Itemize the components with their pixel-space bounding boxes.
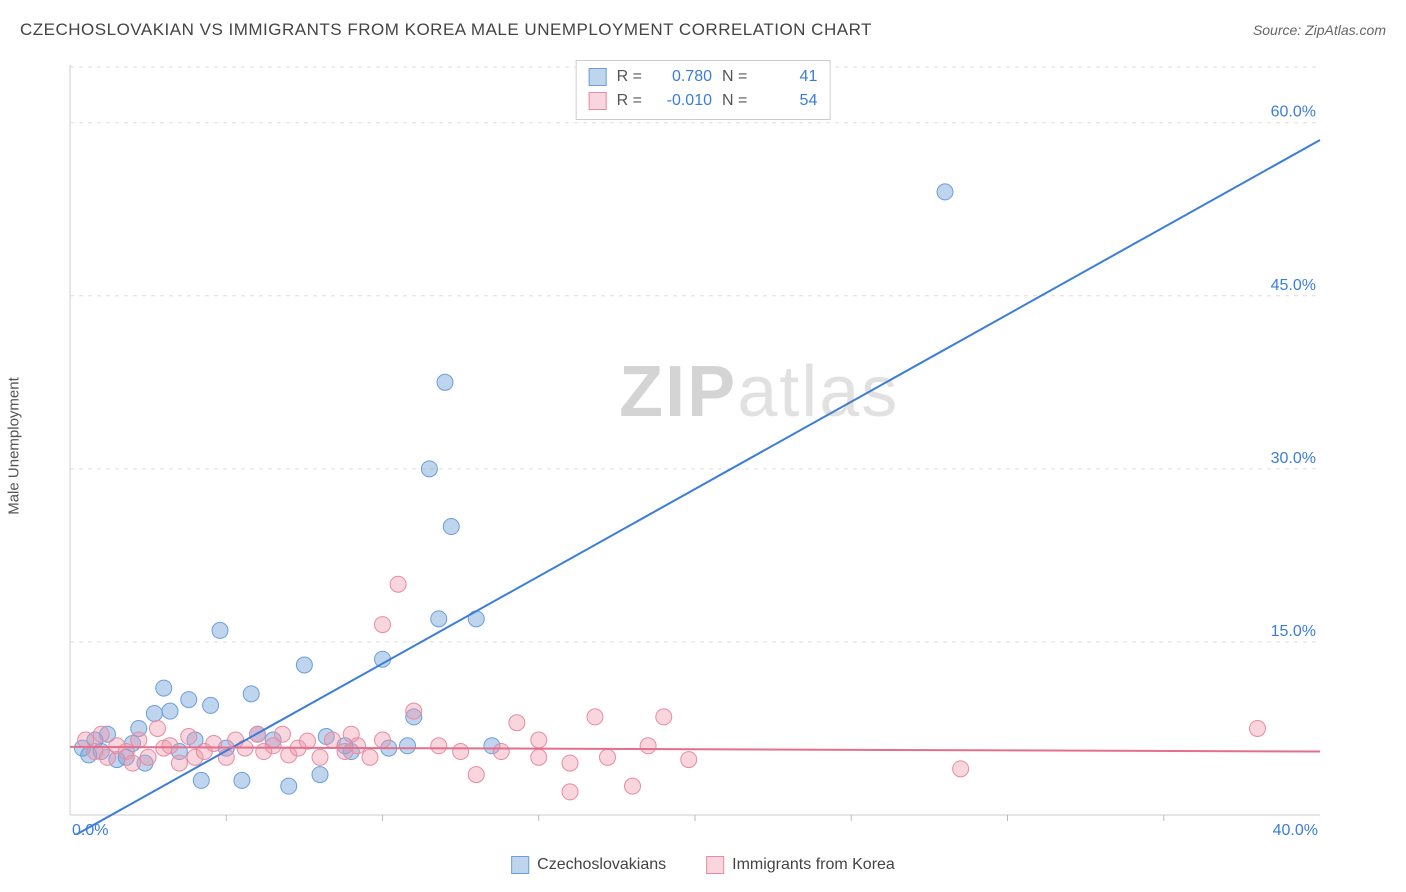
stats-n-label-0: N = bbox=[722, 65, 747, 89]
svg-text:40.0%: 40.0% bbox=[1273, 822, 1318, 835]
bottom-legend: Czechoslovakians Immigrants from Korea bbox=[511, 856, 895, 874]
svg-text:15.0%: 15.0% bbox=[1271, 623, 1316, 640]
svg-text:30.0%: 30.0% bbox=[1271, 450, 1316, 467]
stats-legend-box: R = 0.780 N = 41 R = -0.010 N = 54 bbox=[576, 60, 831, 120]
y-axis-label: Male Unemployment bbox=[6, 377, 23, 515]
chart-plot-area: 15.0%30.0%45.0%60.0%0.0%40.0% bbox=[50, 55, 1350, 835]
stats-r-value-0: 0.780 bbox=[652, 65, 712, 89]
stats-swatch-1 bbox=[589, 92, 607, 110]
chart-svg: 15.0%30.0%45.0%60.0%0.0%40.0% bbox=[50, 55, 1350, 835]
stats-r-label-1: R = bbox=[617, 89, 642, 113]
legend-item-1: Immigrants from Korea bbox=[706, 856, 895, 874]
stats-row-0: R = 0.780 N = 41 bbox=[589, 65, 818, 89]
legend-swatch-0 bbox=[511, 856, 529, 874]
chart-source: Source: ZipAtlas.com bbox=[1253, 22, 1386, 38]
stats-n-value-1: 54 bbox=[757, 89, 817, 113]
source-name: ZipAtlas.com bbox=[1305, 22, 1386, 38]
legend-label-1: Immigrants from Korea bbox=[732, 856, 895, 874]
svg-text:45.0%: 45.0% bbox=[1271, 277, 1316, 294]
stats-r-label-0: R = bbox=[617, 65, 642, 89]
chart-header: CZECHOSLOVAKIAN VS IMMIGRANTS FROM KOREA… bbox=[20, 20, 1386, 40]
chart-title: CZECHOSLOVAKIAN VS IMMIGRANTS FROM KOREA… bbox=[20, 20, 872, 40]
stats-n-value-0: 41 bbox=[757, 65, 817, 89]
stats-n-label-1: N = bbox=[722, 89, 747, 113]
legend-item-0: Czechoslovakians bbox=[511, 856, 666, 874]
stats-swatch-0 bbox=[589, 68, 607, 86]
stats-row-1: R = -0.010 N = 54 bbox=[589, 89, 818, 113]
stats-r-value-1: -0.010 bbox=[652, 89, 712, 113]
svg-text:60.0%: 60.0% bbox=[1271, 104, 1316, 121]
legend-label-0: Czechoslovakians bbox=[537, 856, 666, 874]
source-prefix: Source: bbox=[1253, 22, 1305, 38]
legend-swatch-1 bbox=[706, 856, 724, 874]
